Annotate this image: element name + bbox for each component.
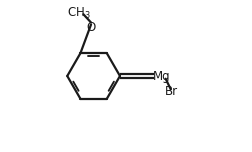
Text: Br: Br — [165, 85, 178, 98]
Text: O: O — [86, 21, 96, 34]
Text: Mg: Mg — [152, 69, 170, 83]
Text: CH$_3$: CH$_3$ — [67, 6, 90, 21]
